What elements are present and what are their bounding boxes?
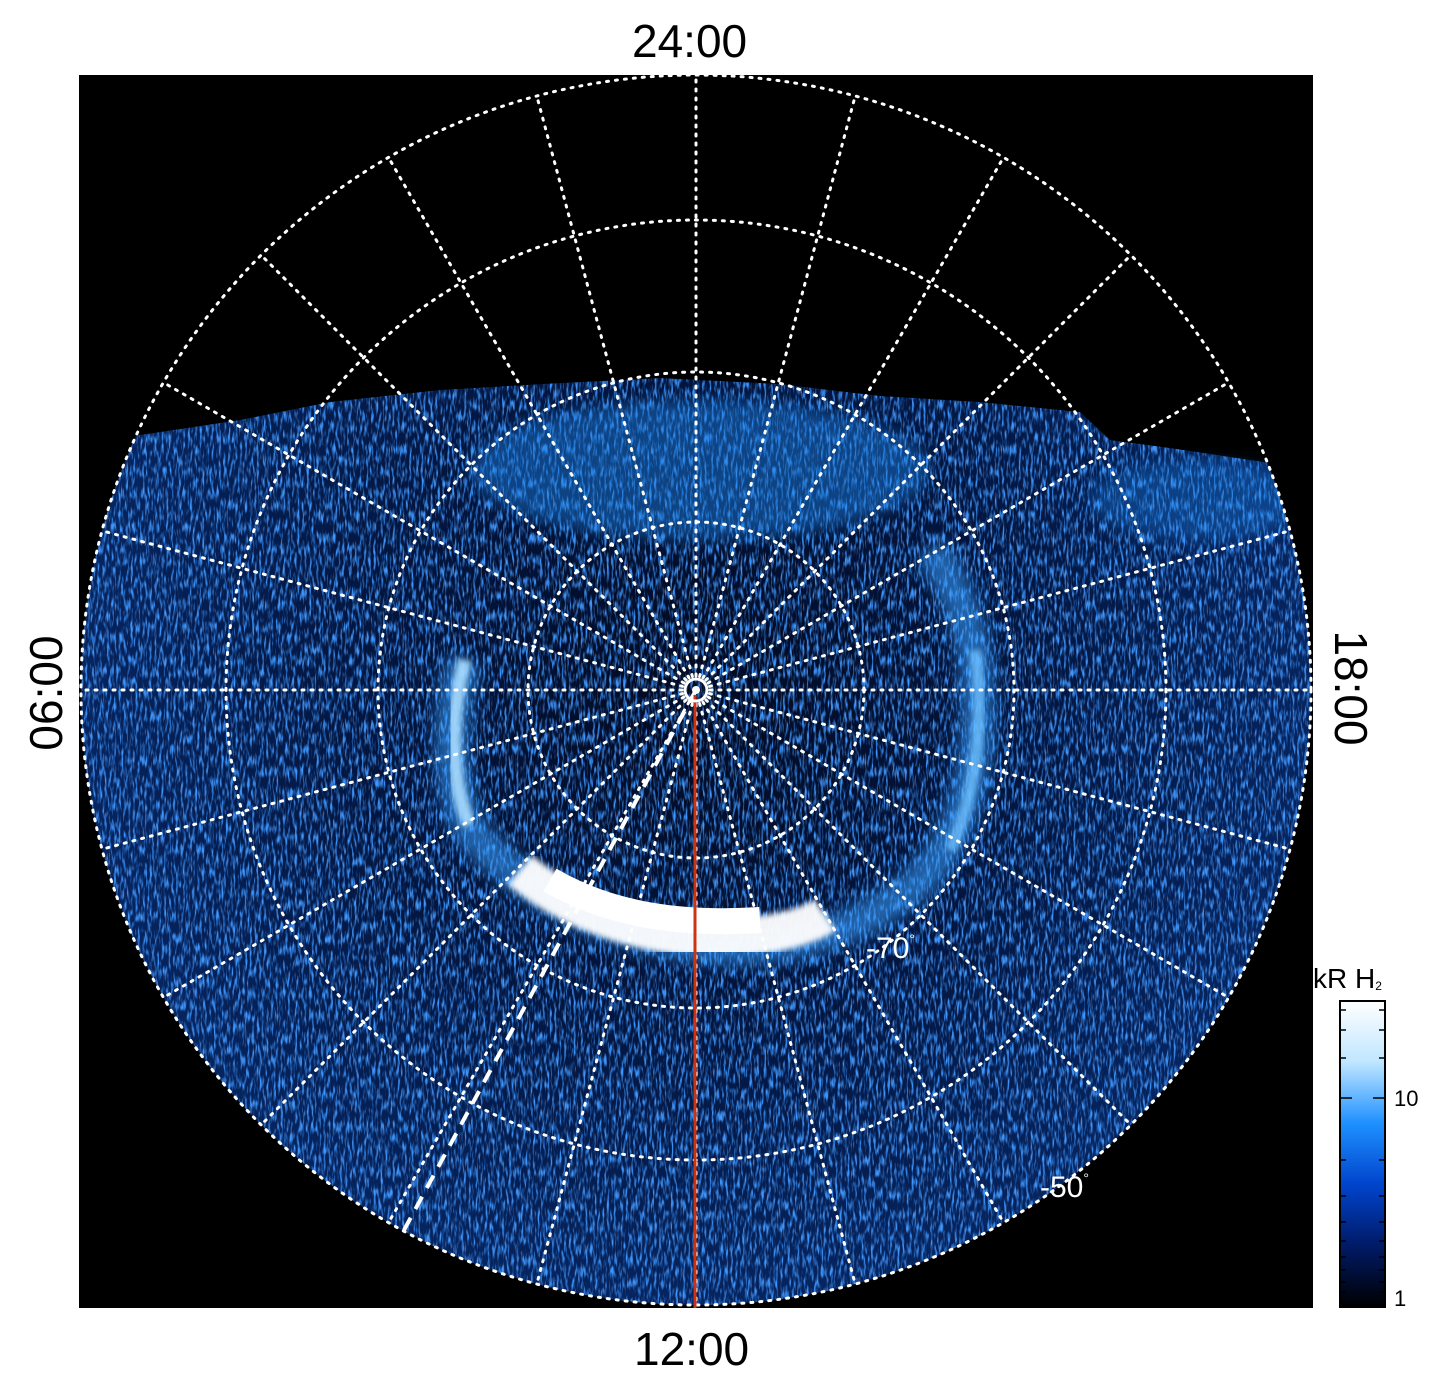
meridian-line: [387, 155, 691, 680]
meridian-line: [100, 529, 684, 688]
meridian-line: [535, 702, 694, 1286]
colorbar-title: kR H2: [1313, 963, 1382, 994]
meridian-line: [701, 155, 1005, 680]
pole-marker: [683, 677, 709, 703]
dashed-reference-line: [401, 689, 698, 1233]
colorbar-scale: [1339, 1000, 1386, 1308]
meridian-line: [704, 698, 1133, 1127]
meridian-line: [708, 529, 1292, 688]
local-time-label-12: 12:00: [634, 1323, 750, 1375]
colorbar: [1339, 1000, 1386, 1308]
lat-label-70: -70°: [866, 931, 915, 965]
meridian-line: [704, 253, 1133, 682]
local-time-label-24: 24:00: [632, 15, 748, 67]
meridian-line: [161, 695, 686, 999]
meridian-line: [706, 381, 1231, 685]
colorbar-ticks: [1340, 1009, 1385, 1293]
meridian-line: [259, 698, 688, 1127]
colorbar-tick-1: 1: [1394, 1286, 1407, 1311]
meridian-line: [698, 702, 857, 1286]
meridian-line: [706, 695, 1231, 999]
cusp-glow: [470, 400, 930, 540]
meridian-line: [535, 94, 694, 678]
colorbar-tick-10: 10: [1394, 1086, 1419, 1111]
meridian-line: [698, 94, 857, 678]
meridian-line: [259, 253, 688, 682]
meridian-line: [708, 692, 1292, 851]
meridian-line: [387, 700, 691, 1225]
meridian-line: [701, 700, 1005, 1225]
auroral-oval: [435, 539, 995, 965]
lat-label-50: -50°: [1040, 1170, 1089, 1204]
meridian-line: [100, 692, 684, 851]
meridian-line: [161, 381, 686, 685]
lat-circle-60: [376, 370, 1016, 1010]
